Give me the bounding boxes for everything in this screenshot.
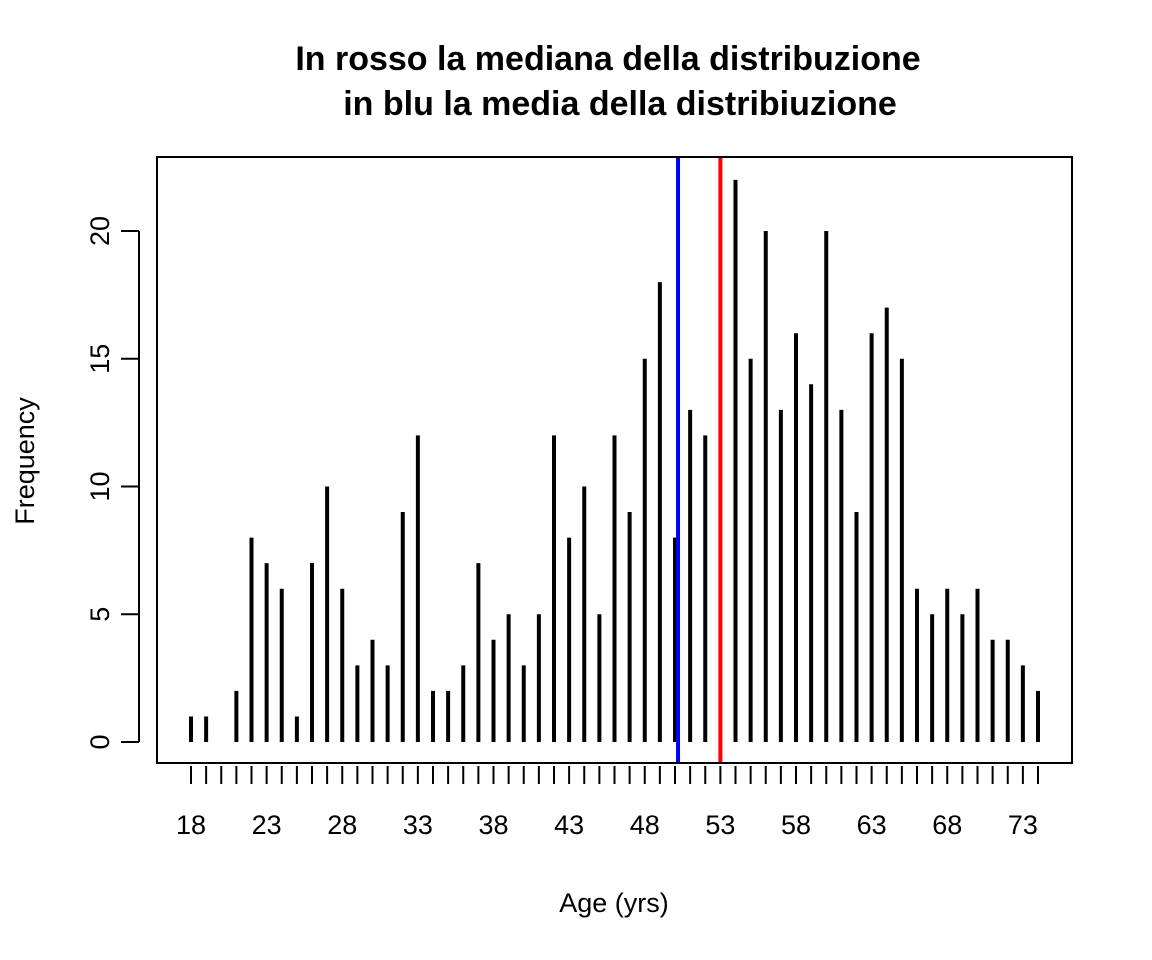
x-tick-label-68: 68 bbox=[932, 810, 962, 840]
x-axis: 18 23 28 33 38 43 48 53 58 63 68 73 bbox=[176, 766, 1039, 840]
y-tick-label-10: 10 bbox=[85, 471, 115, 501]
y-axis-label: Frequency bbox=[10, 397, 40, 525]
y-tick-label-0: 0 bbox=[85, 734, 115, 749]
x-tick-label-48: 48 bbox=[630, 810, 660, 840]
y-tick-label-15: 15 bbox=[85, 344, 115, 374]
y-tick-label-5: 5 bbox=[85, 607, 115, 622]
x-tick-label-38: 38 bbox=[478, 810, 508, 840]
x-tick-label-43: 43 bbox=[554, 810, 584, 840]
x-tick-label-33: 33 bbox=[403, 810, 433, 840]
x-tick-label-73: 73 bbox=[1008, 810, 1038, 840]
y-axis: 0 5 10 15 20 bbox=[85, 216, 140, 750]
x-tick-label-23: 23 bbox=[252, 810, 282, 840]
bars-group bbox=[189, 179, 1040, 742]
x-tick-label-53: 53 bbox=[705, 810, 735, 840]
plot-frame bbox=[156, 156, 1073, 764]
x-tick-label-28: 28 bbox=[327, 810, 357, 840]
reference-lines-group bbox=[676, 157, 723, 763]
x-tick-label-18: 18 bbox=[176, 810, 206, 840]
y-tick-label-20: 20 bbox=[85, 216, 115, 246]
x-tick-label-58: 58 bbox=[781, 810, 811, 840]
chart-title-line-1: In rosso la mediana della distribuzione bbox=[295, 40, 920, 78]
x-axis-label: Age (yrs) bbox=[559, 888, 669, 918]
x-tick-label-63: 63 bbox=[857, 810, 887, 840]
chart-title-line-2: in blu la media della distribiuzione bbox=[343, 85, 897, 123]
